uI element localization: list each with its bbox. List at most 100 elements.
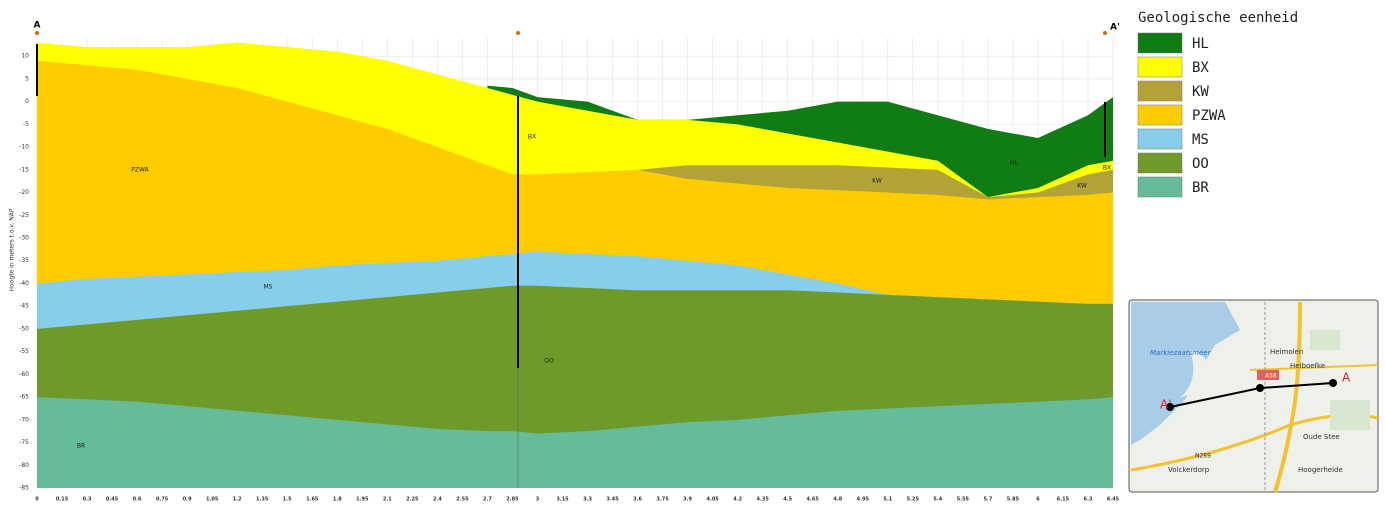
- x-tick-label: 4.95: [857, 497, 870, 503]
- map-label: Heiboefke: [1290, 362, 1325, 370]
- legend-swatch: [1137, 152, 1183, 174]
- legend-label: OO: [1192, 156, 1209, 172]
- x-tick-label: 1.95: [356, 497, 369, 503]
- x-tick-label: 6: [1036, 497, 1040, 503]
- section-dot: [516, 31, 520, 35]
- x-tick-label: 3: [536, 497, 540, 503]
- x-tick-label: 0.45: [106, 497, 119, 503]
- x-tick-label: 2.4: [433, 497, 442, 503]
- section-dot: [35, 31, 39, 35]
- section-end-label: A': [1110, 23, 1120, 33]
- layer-area: [37, 397, 1113, 488]
- legend-label: BX: [1192, 60, 1209, 76]
- layer-label: MS: [264, 284, 273, 291]
- map-label: Markiezaatsmeer: [1150, 349, 1212, 357]
- x-tick-label: 1.5: [283, 497, 292, 503]
- layer-label: BR: [77, 443, 85, 450]
- x-tick-label: 3.3: [583, 497, 592, 503]
- x-tick-label: 1.2: [233, 497, 242, 503]
- legend-label: BR: [1192, 180, 1209, 196]
- map-road: [1273, 301, 1302, 493]
- y-tick-label: -15: [19, 166, 29, 173]
- plot-area: [36, 38, 1114, 489]
- x-tick-label: 1.05: [206, 497, 219, 503]
- layer-label: OO: [544, 358, 554, 365]
- section-point: [1329, 379, 1337, 387]
- map-island: [1180, 350, 1209, 398]
- section-dot: [1103, 31, 1107, 35]
- x-tick-label: 2.7: [483, 497, 492, 503]
- x-tick-label: 0.6: [133, 497, 142, 503]
- map-label: A58: [1265, 373, 1277, 380]
- layer-label: KW: [872, 178, 882, 185]
- y-tick-label: 10: [21, 53, 29, 60]
- legend-label: MS: [1192, 132, 1209, 148]
- y-tick-label: -30: [19, 235, 29, 242]
- y-axis-label: Hoogte in meters t.o.v. NAP: [9, 208, 16, 291]
- x-tick-label: 4.35: [757, 497, 770, 503]
- layer-label: PZWA: [131, 167, 149, 174]
- legend-label: KW: [1192, 84, 1209, 100]
- legend-swatch: [1137, 56, 1183, 78]
- x-tick-label: 6.45: [1107, 497, 1120, 503]
- y-tick-label: -75: [19, 439, 29, 446]
- y-tick-label: -70: [19, 416, 29, 423]
- map-label: Oude Stee: [1303, 433, 1340, 441]
- x-tick-label: 3.75: [656, 497, 669, 503]
- x-tick-label: 4.65: [807, 497, 820, 503]
- legend-swatch: [1137, 128, 1183, 150]
- layer-label: KW: [1077, 183, 1087, 190]
- x-tick-label: 0.3: [83, 497, 92, 503]
- x-tick-label: 0.15: [56, 497, 69, 503]
- x-tick-label: 4.2: [733, 497, 742, 503]
- layer-label: BX: [1103, 165, 1111, 172]
- x-tick-label: 2.25: [406, 497, 419, 503]
- x-tick-label: 4.05: [706, 497, 719, 503]
- y-tick-label: -10: [19, 144, 29, 151]
- y-tick-label: -5: [23, 121, 29, 128]
- map-lake: [1131, 302, 1240, 445]
- y-tick-label: -35: [19, 257, 29, 264]
- map-label: N289: [1195, 453, 1211, 460]
- y-tick-label: -45: [19, 303, 29, 310]
- x-tick-label: 5.55: [957, 497, 970, 503]
- x-tick-label: 2.1: [383, 497, 392, 503]
- y-tick-label: 5: [25, 75, 29, 82]
- y-tick-label: -85: [19, 485, 29, 492]
- x-tick-label: 3.9: [683, 497, 692, 503]
- y-tick-label: -65: [19, 394, 29, 401]
- section-point: [1166, 403, 1174, 411]
- y-tick-label: -50: [19, 325, 29, 332]
- legend-label: HL: [1192, 36, 1209, 52]
- x-tick-label: 5.7: [983, 497, 992, 503]
- map-area: [1330, 400, 1370, 430]
- section-point: [1256, 384, 1264, 392]
- map-road-shield: [1257, 370, 1279, 380]
- x-tick-label: 3.45: [606, 497, 619, 503]
- x-tick-label: 4.8: [833, 497, 842, 503]
- x-tick-label: 5.4: [933, 497, 942, 503]
- map-inset: Markiezaatsmeer Heimolen Heiboefke A58 A A' Ou…: [1128, 299, 1379, 493]
- y-tick-label: -55: [19, 348, 29, 355]
- legend-label: PZWA: [1192, 108, 1226, 124]
- y-tick-label: -25: [19, 212, 29, 219]
- y-tick-label: -20: [19, 189, 29, 196]
- y-tick-label: -40: [19, 280, 29, 287]
- map-label: A': [1160, 398, 1172, 412]
- x-tick-label: 6.3: [1084, 497, 1093, 503]
- layer-label: BX: [528, 134, 536, 141]
- map-road: [1249, 364, 1379, 371]
- x-tick-label: 5.1: [883, 497, 892, 503]
- legend-swatch: [1137, 176, 1183, 198]
- map-label: Volckerdorp: [1168, 466, 1210, 474]
- x-tick-label: 1.8: [333, 497, 342, 503]
- y-tick-label: -80: [19, 462, 29, 469]
- y-tick-label: -60: [19, 371, 29, 378]
- x-tick-label: 0.75: [156, 497, 169, 503]
- x-tick-label: 3.6: [633, 497, 642, 503]
- x-tick-label: 5.25: [907, 497, 920, 503]
- legend-swatch: [1137, 32, 1183, 54]
- x-tick-label: 0.9: [183, 497, 192, 503]
- x-tick-label: 3.15: [556, 497, 569, 503]
